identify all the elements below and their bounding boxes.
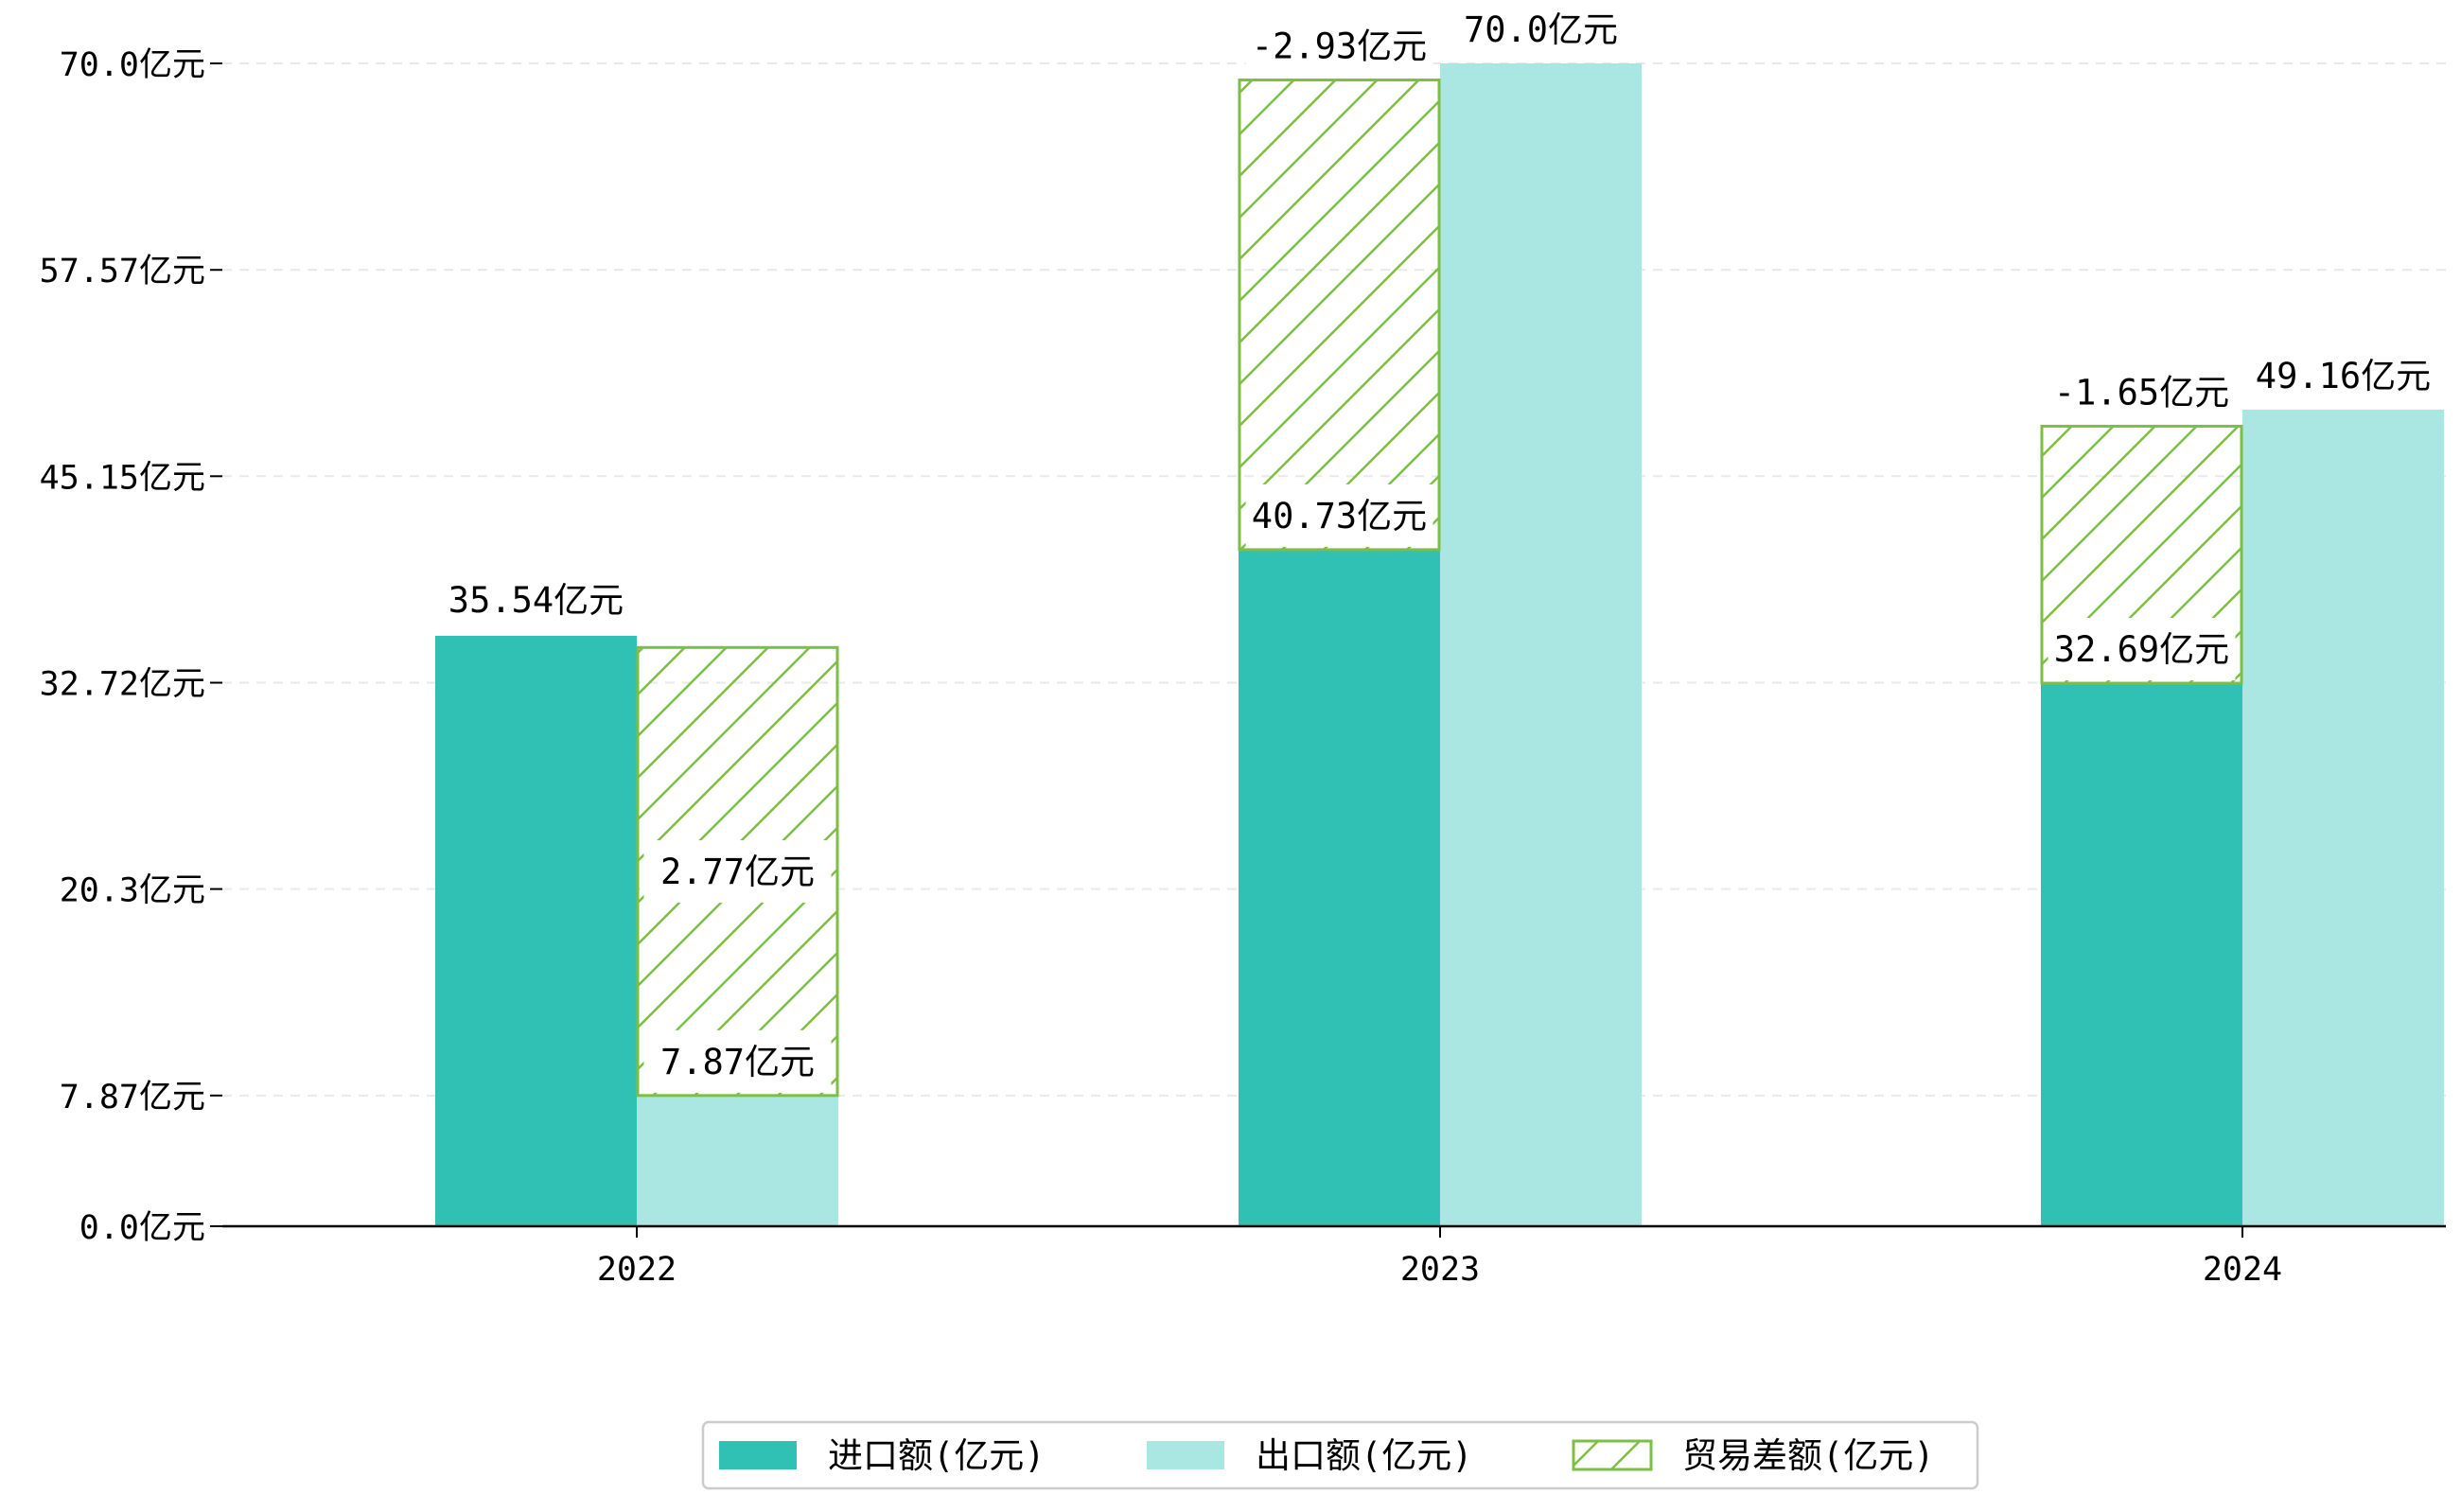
balance-bar: [1238, 79, 1441, 552]
import-value-label-bg: [1245, 483, 1433, 547]
legend-swatch: [1572, 1439, 1653, 1471]
export-value-label-bg: [643, 1029, 832, 1093]
y-tick-label: 32.72亿元: [40, 666, 205, 704]
x-tick-label: 2024: [2203, 1251, 2282, 1289]
export-bar: [637, 1095, 838, 1226]
export-bar: [1440, 63, 1642, 1226]
export-value-label-bg: [1447, 0, 1635, 61]
x-tick-label: 2023: [1400, 1251, 1480, 1289]
balance-value-label: -2.93亿元: [1252, 26, 1427, 67]
import-value-label: 32.69亿元: [2054, 629, 2229, 670]
axes: 0.0亿元 7.87亿元 20.3亿元 32.72亿元 45.15亿元 57.57亿元 70…: [40, 46, 2446, 1289]
legend-box: [701, 1420, 1979, 1490]
y-tick-label: 45.15亿元: [40, 459, 205, 497]
balance-value-label-bg: [2048, 360, 2236, 424]
legend: 进口额(亿元) 出口额(亿元) 贸易差额(亿元): [701, 1420, 1979, 1490]
import-bar: [1239, 549, 1440, 1226]
legend-swatch: [719, 1441, 797, 1469]
y-tick-label: 70.0亿元: [60, 46, 205, 84]
legend-label: 出口额(亿元): [1256, 1435, 1473, 1476]
legend-label: 贸易差额(亿元): [1682, 1435, 1935, 1476]
value-labels: 35.54亿元 7.87亿元 2.77亿元 40.73亿元 70.0亿元 -2.93亿元 3…: [442, 0, 2437, 1093]
legend-swatch: [1147, 1441, 1224, 1469]
bars: [435, 63, 2444, 1226]
balance-value-label: 2.77亿元: [660, 852, 815, 892]
balance-value-label-bg: [643, 840, 832, 904]
y-tick-label: 7.87亿元: [60, 1079, 205, 1116]
balance-value-label: -1.65亿元: [2054, 372, 2229, 413]
y-tick-label: 57.57亿元: [40, 253, 205, 290]
export-value-label: 7.87亿元: [660, 1042, 815, 1082]
export-value-label: 49.16亿元: [2256, 356, 2431, 396]
export-value-label-bg: [2249, 343, 2437, 407]
legend-label: 进口额(亿元): [828, 1435, 1046, 1476]
balance-value-label-bg: [1245, 14, 1433, 78]
import-bar: [2041, 683, 2242, 1226]
y-tick-label: 20.3亿元: [60, 872, 205, 910]
y-tick-label: 0.0亿元: [79, 1209, 205, 1247]
export-value-label: 70.0亿元: [1464, 9, 1618, 50]
import-value-label: 40.73亿元: [1252, 496, 1427, 536]
export-bar: [2242, 409, 2444, 1226]
x-tick-label: 2022: [597, 1251, 677, 1289]
import-value-label: 35.54亿元: [448, 580, 624, 621]
import-value-label-bg: [2048, 618, 2236, 681]
import-bar: [435, 636, 637, 1226]
import-value-label-bg: [442, 569, 630, 632]
